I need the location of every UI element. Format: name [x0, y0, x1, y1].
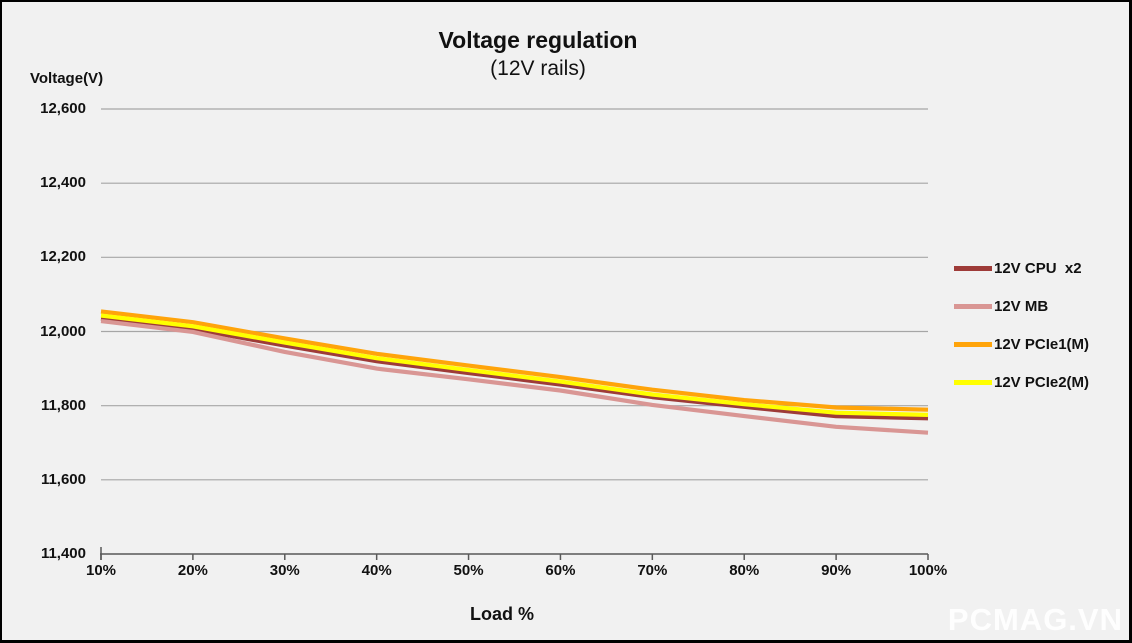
- chart-title: Voltage regulation: [438, 27, 638, 53]
- series-line-12v-pcie2(m): [100, 313, 929, 417]
- series-line-12v-pcie1(m): [100, 309, 929, 412]
- series-line-12v-cpu-x2: [100, 316, 929, 421]
- legend-entry: 12V PCIe1(M): [954, 334, 1089, 355]
- y-axis-title: Voltage(V): [30, 70, 104, 87]
- legend-swatch-icon: [954, 342, 992, 347]
- legend-label: 12V MB: [994, 298, 1049, 315]
- legend-label: 12V PCIe2(M): [994, 374, 1090, 391]
- legend-entry: 12V PCIe2(M): [954, 372, 1089, 393]
- legend-entry: 12V CPU x2: [954, 258, 1089, 279]
- legend-entry: 12V MB: [954, 296, 1089, 317]
- legend-label: 12V CPU x2: [994, 260, 1082, 277]
- series-line-12v-mb: [100, 319, 929, 435]
- title-block: Voltage regulation (12V rails): [2, 26, 1074, 82]
- legend: 12V CPU x2 12V MB 12V PCIe1(M) 12V PCIe2(M): [954, 258, 1089, 393]
- chart-subtitle: (12V rails): [490, 56, 586, 80]
- legend-swatch-icon: [954, 380, 992, 385]
- legend-swatch-icon: [954, 266, 992, 271]
- watermark: PCMAG.VN: [947, 602, 1123, 637]
- x-axis-title: Load %: [469, 604, 534, 624]
- legend-label: 12V PCIe1(M): [994, 336, 1090, 353]
- legend-swatch-icon: [954, 304, 992, 309]
